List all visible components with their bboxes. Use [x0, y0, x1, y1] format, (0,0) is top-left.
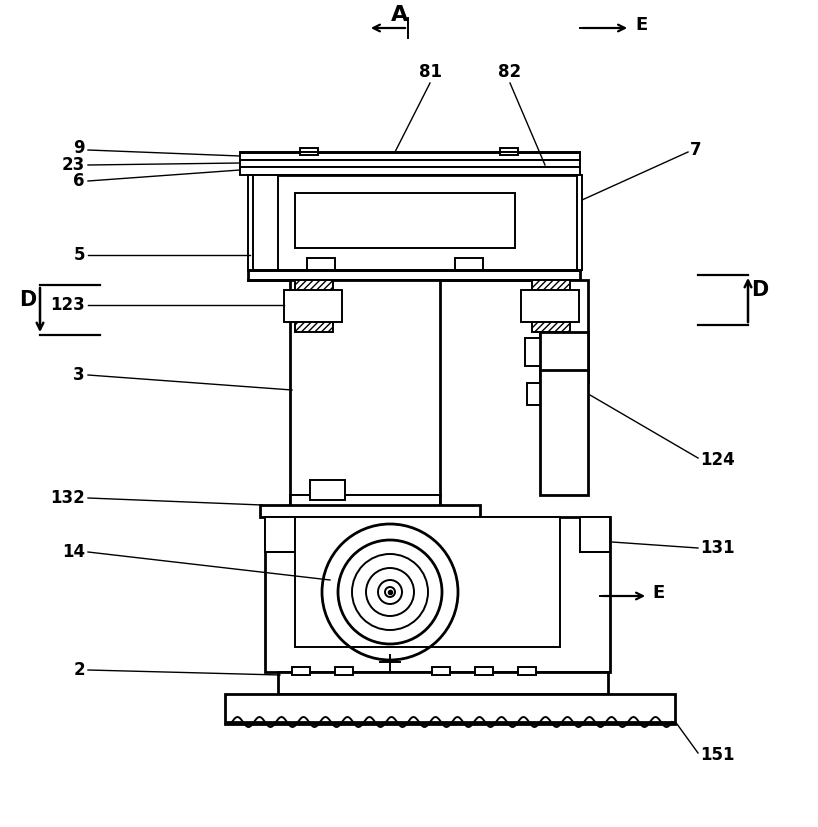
- Bar: [540, 280, 588, 370]
- Bar: [535, 385, 560, 403]
- Bar: [475, 667, 493, 675]
- Bar: [521, 290, 579, 322]
- Bar: [240, 167, 580, 175]
- Text: 132: 132: [50, 489, 85, 507]
- Bar: [432, 667, 450, 675]
- Bar: [525, 338, 570, 366]
- Bar: [278, 672, 608, 694]
- Text: E: E: [652, 584, 664, 602]
- Bar: [265, 517, 610, 672]
- Bar: [532, 280, 570, 332]
- Bar: [577, 175, 582, 270]
- Bar: [240, 160, 580, 167]
- Bar: [260, 505, 480, 517]
- Bar: [295, 193, 515, 248]
- Bar: [225, 694, 675, 722]
- Bar: [248, 175, 253, 270]
- Text: D: D: [752, 280, 769, 300]
- Text: A: A: [391, 5, 409, 25]
- Bar: [533, 340, 563, 365]
- Text: 3: 3: [74, 366, 85, 384]
- Text: 5: 5: [74, 246, 85, 264]
- Bar: [300, 148, 318, 155]
- Bar: [295, 280, 333, 332]
- Bar: [284, 290, 342, 322]
- Bar: [295, 517, 560, 647]
- Text: 14: 14: [62, 543, 85, 561]
- Bar: [540, 332, 588, 382]
- Bar: [307, 258, 335, 270]
- Bar: [240, 153, 580, 160]
- Bar: [500, 148, 518, 155]
- Text: 2: 2: [74, 661, 85, 679]
- Bar: [250, 175, 278, 270]
- Text: 23: 23: [61, 156, 85, 174]
- Bar: [248, 270, 580, 280]
- Text: 9: 9: [74, 139, 85, 157]
- Bar: [275, 175, 580, 270]
- Text: D: D: [20, 290, 37, 310]
- Text: 82: 82: [498, 63, 522, 81]
- Bar: [290, 495, 440, 510]
- Bar: [265, 517, 295, 552]
- Text: 6: 6: [74, 172, 85, 190]
- Text: 7: 7: [690, 141, 702, 159]
- Bar: [290, 280, 440, 495]
- Bar: [527, 383, 567, 405]
- Bar: [310, 480, 345, 500]
- Text: E: E: [635, 16, 647, 34]
- Bar: [580, 517, 610, 552]
- Text: 131: 131: [700, 539, 735, 557]
- Bar: [518, 667, 536, 675]
- Text: 151: 151: [700, 746, 735, 764]
- Text: 123: 123: [50, 296, 85, 314]
- Text: 124: 124: [700, 451, 735, 469]
- Bar: [335, 667, 353, 675]
- Bar: [292, 667, 310, 675]
- Bar: [540, 370, 588, 495]
- Text: 81: 81: [419, 63, 442, 81]
- Bar: [455, 258, 483, 270]
